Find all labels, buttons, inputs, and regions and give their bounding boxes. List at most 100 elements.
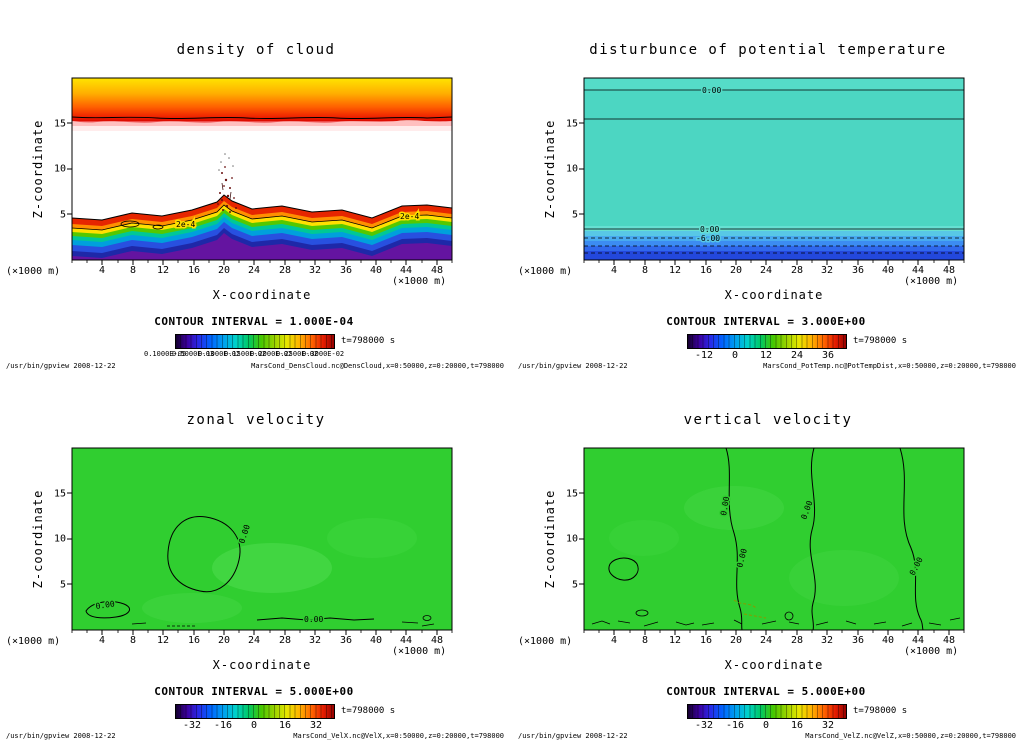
command-stamp: /usr/bin/gpview 2008-12-22 (518, 362, 628, 370)
colorbar-tick: 0.2000E-02 (250, 350, 293, 358)
convective-plume-speckles (217, 153, 237, 213)
x-axis-label: X-coordinate (724, 288, 824, 302)
x-tick: 44 (911, 635, 925, 646)
colorbar (175, 334, 335, 349)
x-tick: 4 (610, 265, 618, 276)
y-axis-label: Z-coordinate (31, 119, 45, 219)
chart-title: density of cloud (176, 42, 336, 58)
plot-area: 0.00 0.00 0.00 (72, 448, 452, 630)
x-tick: 16 (699, 265, 713, 276)
colorbar-tick: 0.3000E-02 (302, 350, 345, 358)
contour-interval-label: CONTOUR INTERVAL = 3.000E+00 (666, 315, 866, 328)
y-axis-label: Z-coordinate (543, 489, 557, 589)
plot-area: 0.00 0.00 0.00 0.00 (584, 448, 964, 630)
panel-vertical-velocity: vertical velocity Z-coordinate (512, 370, 1024, 740)
x-tick: 36 (851, 265, 865, 276)
colorbar-tick: 0 (762, 720, 770, 731)
x-tick: 36 (339, 635, 353, 646)
colorbar-tick: 0.1000E-05 (144, 350, 187, 358)
x-tick: 44 (399, 265, 413, 276)
minor-ticks (583, 630, 965, 633)
colorbar-tick: 36 (821, 350, 835, 361)
x-tick: 20 (729, 265, 743, 276)
x-tick: 32 (820, 265, 834, 276)
y-tick: 10 (565, 533, 578, 545)
dataset-stamp: MarsCond_VelZ.nc@VelZ,x=0:50000,z=0:2000… (805, 732, 1016, 740)
time-label: t=798000 s (341, 336, 396, 346)
colorbar-tick: 0.5000E-03 (172, 350, 215, 358)
x-tick: 24 (759, 265, 773, 276)
x-tick: 32 (820, 635, 834, 646)
colorbar-tick: -32 (182, 720, 202, 731)
x-axis-label: X-coordinate (212, 658, 312, 672)
chart-title: disturbunce of potential temperature (589, 42, 947, 58)
minor-ticks (71, 630, 453, 633)
colorbar-tick: -32 (694, 720, 714, 731)
x-tick: 36 (851, 635, 865, 646)
plot-canvas: 2e-4 2e-4 (67, 77, 453, 265)
y-tick: 5 (571, 209, 578, 221)
x-tick: 4 (610, 635, 618, 646)
time-label: t=798000 s (853, 706, 908, 716)
colorbar-tick: 0.2500E-02 (276, 350, 319, 358)
x-tick: 32 (308, 265, 322, 276)
x-tick: 48 (942, 635, 956, 646)
x-tick: 20 (217, 635, 231, 646)
x-tick: 12 (668, 265, 682, 276)
x-tick: 44 (399, 635, 413, 646)
x-tick: 16 (187, 265, 201, 276)
x-tick: 40 (881, 635, 895, 646)
x-tick: 8 (641, 265, 649, 276)
panel-zonal-velocity: zonal velocity Z-coordinate 0.00 0.00 0 (0, 370, 512, 740)
x-tick: 32 (308, 635, 322, 646)
upper-cloud-band (72, 78, 452, 131)
x-tick: 12 (156, 265, 170, 276)
x-tick: 40 (369, 265, 383, 276)
y-tick: 15 (53, 118, 66, 130)
minor-ticks (583, 260, 965, 263)
panel-density-of-cloud: density of cloud Z-coordinate (0, 0, 512, 370)
y-tick: 10 (53, 163, 66, 175)
x-tick: 4 (98, 265, 106, 276)
plot-canvas: 0.00 0.00 0.00 0.00 (579, 447, 965, 635)
colorbar-gradient (176, 705, 334, 718)
major-ticks (579, 122, 950, 265)
dataset-stamp: MarsCond_PotTemp.nc@PotTempDist,x=0:5000… (763, 362, 1016, 370)
chart-title: vertical velocity (683, 412, 853, 428)
x-tick: 48 (942, 265, 956, 276)
contour-lines (85, 516, 435, 627)
x-tick: 24 (247, 265, 261, 276)
colorbar-tick: -16 (213, 720, 233, 731)
colorbar (687, 704, 847, 719)
x-axis-label: X-coordinate (212, 288, 312, 302)
x-tick: 48 (430, 635, 444, 646)
lower-cloud-band (72, 194, 452, 260)
contour-label: 0.00 (95, 599, 116, 611)
y-axis-label: Z-coordinate (543, 119, 557, 219)
y-tick: 5 (571, 579, 578, 591)
x-tick: 20 (729, 635, 743, 646)
plot-area: 2e-4 2e-4 (72, 78, 452, 260)
contour-label: -6.00 (696, 234, 720, 243)
contour-label: 2e-4 (400, 212, 419, 221)
x-axis-label: X-coordinate (724, 658, 824, 672)
colorbar-gradient (688, 705, 846, 718)
plot-canvas: 0.00 0.00 -6.00 (579, 77, 965, 265)
command-stamp: /usr/bin/gpview 2008-12-22 (6, 362, 116, 370)
x-tick: 8 (129, 265, 137, 276)
contour-2e-4 (72, 204, 452, 231)
x-tick: 8 (641, 635, 649, 646)
major-ticks (67, 122, 438, 265)
x-axis-units: (×1000 m) (392, 276, 447, 287)
y-axis-units: (×1000 m) (6, 266, 61, 277)
colorbar (687, 334, 847, 349)
y-axis-units: (×1000 m) (518, 636, 573, 647)
colorbar-tick: 0.1000E-02 (198, 350, 241, 358)
chart-title: zonal velocity (186, 412, 326, 428)
x-tick: 8 (129, 635, 137, 646)
zero-contour-loop (167, 516, 241, 593)
x-tick: 28 (278, 635, 292, 646)
y-tick: 15 (565, 488, 578, 500)
contour-label: 2e-4 (176, 220, 195, 229)
